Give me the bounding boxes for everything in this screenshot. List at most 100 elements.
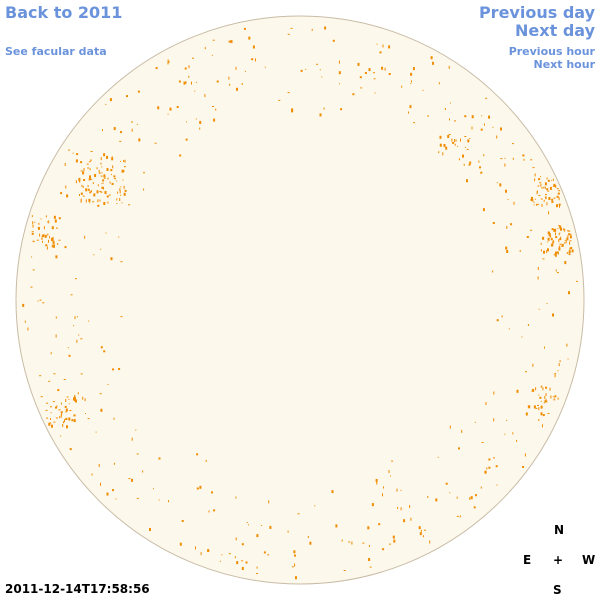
facula xyxy=(54,219,57,223)
facula xyxy=(154,142,157,144)
facula xyxy=(169,107,172,111)
facula xyxy=(50,238,53,241)
facula xyxy=(547,237,550,241)
facula xyxy=(532,363,534,367)
facula xyxy=(557,397,559,400)
facula xyxy=(47,233,49,236)
previous-hour-link[interactable]: Previous hour xyxy=(508,45,595,58)
facula xyxy=(536,203,538,206)
facula xyxy=(457,145,459,147)
facula xyxy=(93,193,96,197)
facula xyxy=(566,343,568,347)
facula xyxy=(519,249,521,252)
facula xyxy=(332,39,335,42)
facula xyxy=(106,168,109,171)
facula xyxy=(505,189,507,193)
facula xyxy=(484,123,485,126)
facula xyxy=(65,410,67,413)
facula xyxy=(80,338,83,340)
facula xyxy=(463,163,465,166)
facula xyxy=(52,242,55,244)
facula xyxy=(452,141,455,144)
facula xyxy=(486,467,488,470)
facula xyxy=(112,489,114,492)
facula xyxy=(57,389,60,392)
next-day-link[interactable]: Next day xyxy=(515,21,595,40)
facula xyxy=(241,543,244,546)
facula xyxy=(495,465,498,468)
facula xyxy=(106,155,108,159)
facula xyxy=(556,188,559,190)
previous-day-link[interactable]: Previous day xyxy=(478,3,595,22)
facula xyxy=(73,419,76,423)
compass-south: S xyxy=(553,583,562,597)
facula xyxy=(554,373,557,375)
facula xyxy=(295,576,297,580)
facula xyxy=(102,129,103,132)
facula xyxy=(32,269,35,271)
facula xyxy=(119,190,121,194)
facula xyxy=(547,190,550,192)
facula xyxy=(228,553,231,555)
facula xyxy=(464,146,466,148)
next-hour-link[interactable]: Next hour xyxy=(533,58,596,71)
facula xyxy=(97,199,99,203)
facula xyxy=(196,487,199,490)
facula xyxy=(538,308,540,310)
facula xyxy=(100,191,103,193)
facula xyxy=(556,204,558,208)
facula xyxy=(188,65,190,69)
facula xyxy=(248,524,249,526)
facula xyxy=(373,72,375,74)
facula xyxy=(64,418,67,420)
facula xyxy=(101,166,103,168)
facula xyxy=(104,191,107,194)
facula xyxy=(88,320,90,322)
facula xyxy=(52,244,55,248)
facula xyxy=(69,410,72,411)
facula xyxy=(331,490,334,494)
facula xyxy=(94,174,97,177)
facula xyxy=(454,120,456,122)
facula xyxy=(143,172,145,174)
facula xyxy=(558,245,560,249)
facula xyxy=(458,158,460,161)
facula xyxy=(469,497,471,500)
facula xyxy=(526,236,529,238)
facula xyxy=(432,61,434,65)
facula xyxy=(82,396,84,400)
facula xyxy=(525,412,528,416)
facula xyxy=(42,234,45,238)
facula xyxy=(316,63,319,65)
facula xyxy=(560,236,562,239)
facula xyxy=(505,246,508,250)
facula xyxy=(541,187,544,189)
facula xyxy=(67,347,69,349)
facula xyxy=(48,422,51,426)
facula xyxy=(396,488,398,492)
facula xyxy=(555,254,557,258)
facula xyxy=(569,240,572,242)
facula xyxy=(546,250,548,254)
facula xyxy=(556,272,559,274)
facula xyxy=(235,66,237,70)
facula xyxy=(542,387,544,391)
facula xyxy=(45,244,48,247)
facula xyxy=(199,485,202,489)
facula xyxy=(555,269,557,272)
facula xyxy=(536,190,538,193)
facula xyxy=(90,159,92,161)
back-link[interactable]: Back to 2011 xyxy=(5,3,123,22)
facula xyxy=(68,149,71,151)
facular-link[interactable]: See facular data xyxy=(5,45,107,58)
facula xyxy=(511,143,514,145)
facula xyxy=(552,396,554,398)
facula xyxy=(183,81,186,85)
facula xyxy=(90,178,93,180)
facula xyxy=(256,566,258,569)
facula xyxy=(37,300,39,302)
facula xyxy=(86,163,89,165)
facula xyxy=(482,208,485,212)
facula xyxy=(438,151,440,154)
facula xyxy=(287,92,290,94)
